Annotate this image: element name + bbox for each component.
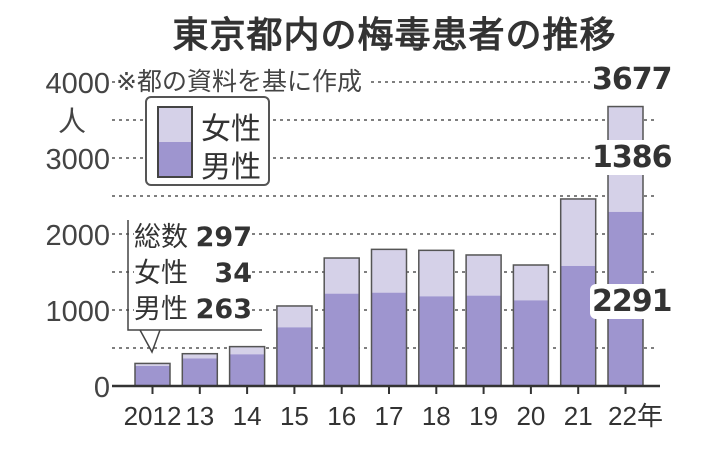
callout-2012: 総数 297 女性 34 男性 263 <box>134 220 252 328</box>
bar-female <box>276 305 312 328</box>
callout-total: 297 <box>195 222 252 253</box>
bar-male <box>513 300 549 386</box>
legend-female: 女性 <box>201 112 261 147</box>
bar-female <box>182 353 218 359</box>
x-tick-label: 18 <box>422 401 451 431</box>
x-tick-label: 22年 <box>608 401 663 431</box>
legend-swatch <box>157 106 193 178</box>
label-2022-male: 2291 <box>590 284 674 319</box>
bar-female <box>135 363 170 367</box>
bar-male <box>466 295 502 386</box>
y-axis-unit: 人 <box>58 105 87 138</box>
callout-female-label: 女性 <box>134 258 188 289</box>
x-tick-label: 15 <box>280 401 309 431</box>
callout-male: 263 <box>195 294 252 325</box>
bar-male <box>229 354 265 386</box>
bar-female <box>560 198 596 266</box>
x-tick-label: 14 <box>233 401 262 431</box>
bar-male <box>182 358 218 386</box>
bar-male <box>276 327 312 386</box>
bar-male <box>135 366 170 386</box>
y-tick-label: 3000 <box>45 144 110 176</box>
callout-pointer <box>127 220 262 354</box>
y-tick-label: 1000 <box>45 296 110 328</box>
label-2022-female: 1386 <box>590 140 674 175</box>
bar-female <box>371 249 407 293</box>
bar-male <box>324 293 360 386</box>
x-tick-label: 13 <box>185 401 214 431</box>
callout-male-label: 男性 <box>134 294 188 325</box>
chart-title: 東京都内の梅毒患者の推移 <box>172 15 617 56</box>
y-tick-label: 4000 <box>45 68 110 100</box>
x-tick-label: 20 <box>516 401 545 431</box>
callout-female: 34 <box>214 258 252 289</box>
x-tick-label: 16 <box>327 401 356 431</box>
legend-male: 男性 <box>201 150 261 185</box>
bar-male <box>560 265 596 386</box>
bar-female <box>418 250 454 297</box>
callout-total-label: 総数 <box>134 222 188 253</box>
y-tick-label: 0 <box>94 372 110 404</box>
bar-male <box>418 296 454 386</box>
y-tick-label: 2000 <box>45 220 110 252</box>
label-2022-total: 3677 <box>590 62 674 97</box>
bar-male <box>371 292 407 386</box>
bar-female <box>466 254 502 296</box>
x-tick-label: 19 <box>469 401 498 431</box>
legend: 女性 男性 <box>145 96 270 186</box>
source-note: ※都の資料を基に作成 <box>116 62 368 98</box>
bar-female <box>513 265 549 301</box>
bar-female <box>324 258 360 294</box>
x-tick-label: 21 <box>564 401 593 431</box>
bar-female <box>229 346 265 355</box>
x-tick-label: 2012 <box>124 401 182 431</box>
x-tick-label: 17 <box>375 401 404 431</box>
